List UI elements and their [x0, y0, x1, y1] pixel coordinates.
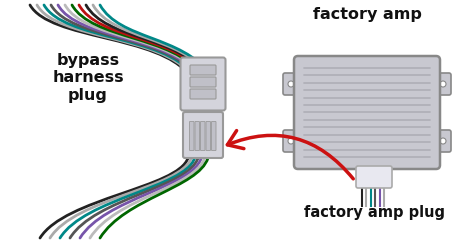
FancyBboxPatch shape — [211, 122, 216, 150]
FancyArrowPatch shape — [228, 130, 353, 179]
FancyBboxPatch shape — [434, 73, 451, 95]
Circle shape — [440, 138, 446, 144]
Circle shape — [288, 138, 294, 144]
FancyBboxPatch shape — [190, 77, 216, 87]
FancyBboxPatch shape — [434, 130, 451, 152]
FancyBboxPatch shape — [283, 130, 300, 152]
FancyBboxPatch shape — [190, 89, 216, 99]
FancyBboxPatch shape — [183, 112, 223, 158]
FancyBboxPatch shape — [190, 65, 216, 75]
Circle shape — [288, 81, 294, 87]
FancyBboxPatch shape — [283, 73, 300, 95]
FancyBboxPatch shape — [190, 122, 194, 150]
FancyBboxPatch shape — [195, 122, 200, 150]
FancyBboxPatch shape — [206, 122, 210, 150]
FancyBboxPatch shape — [294, 56, 440, 169]
FancyBboxPatch shape — [201, 122, 205, 150]
Text: factory amp: factory amp — [312, 8, 421, 23]
Text: factory amp plug: factory amp plug — [304, 206, 446, 220]
Text: bypass
harness
plug: bypass harness plug — [52, 53, 124, 103]
Circle shape — [440, 81, 446, 87]
FancyBboxPatch shape — [356, 166, 392, 188]
FancyBboxPatch shape — [181, 58, 226, 111]
